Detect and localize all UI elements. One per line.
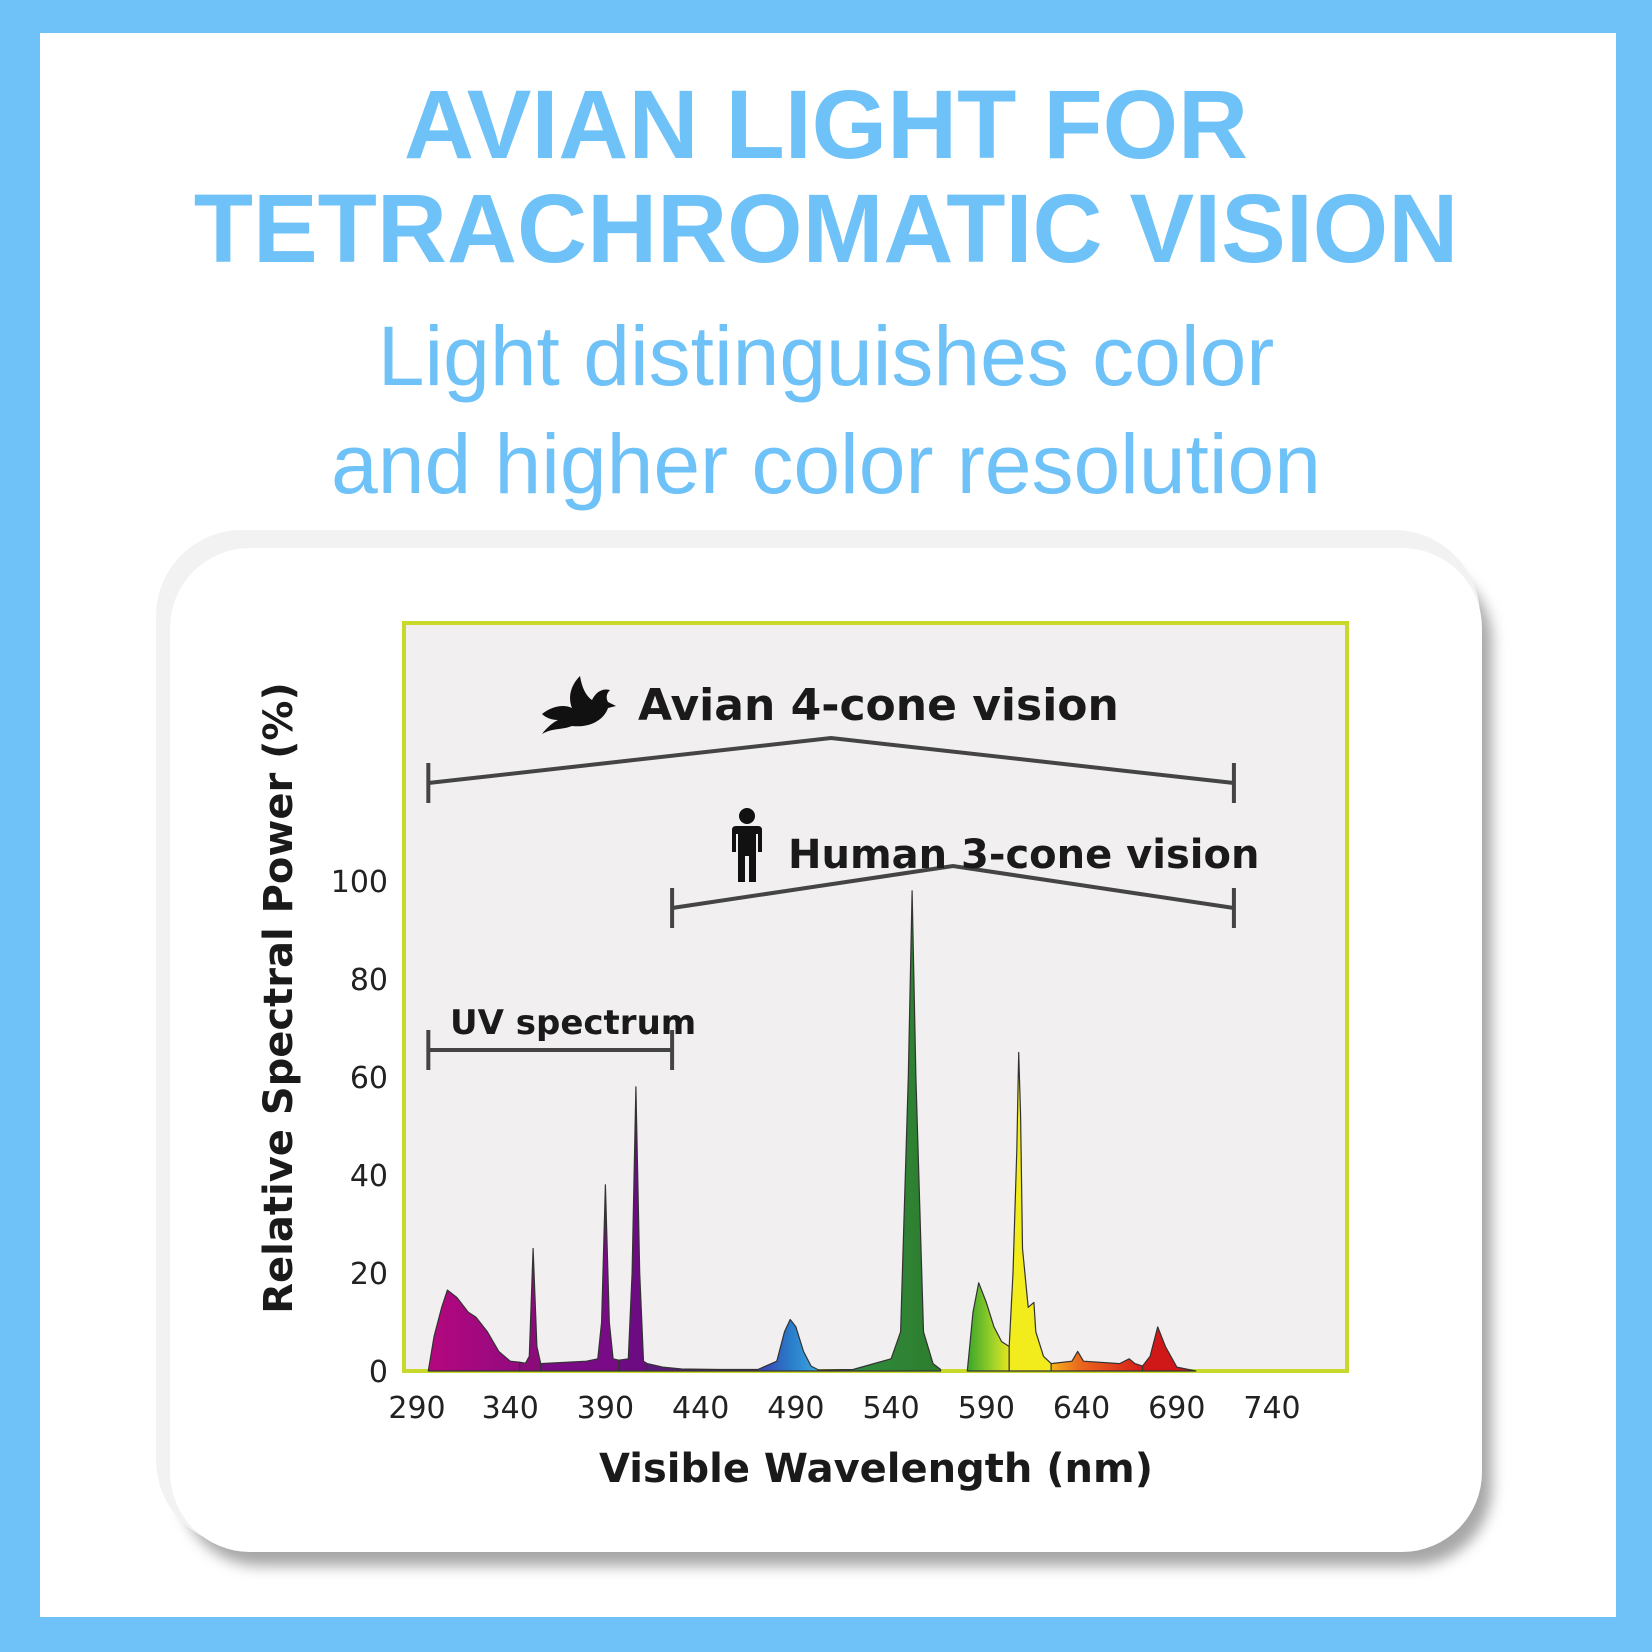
x-tick-label: 740 xyxy=(1243,1391,1300,1426)
plot-area xyxy=(402,621,1349,1373)
x-tick-label: 340 xyxy=(482,1391,539,1426)
x-tick-label: 290 xyxy=(388,1391,445,1426)
chart-card: Avian 4-cone vision Human 3-cone vision … xyxy=(170,548,1482,1552)
y-tick-label: 100 xyxy=(331,865,388,900)
spectrum-peaks xyxy=(427,890,1197,1372)
y-tick-label: 20 xyxy=(350,1257,388,1292)
y-tick-label: 80 xyxy=(350,963,388,998)
page-subtitle: Light distinguishes color and higher col… xyxy=(0,302,1652,518)
spectrum-peak-6 xyxy=(818,890,942,1372)
title-line-1: AVIAN LIGHT FOR xyxy=(403,70,1249,179)
x-tick-label: 640 xyxy=(1053,1391,1110,1426)
avian-vision-label: Avian 4-cone vision xyxy=(638,680,1119,731)
x-tick-label: 690 xyxy=(1148,1391,1205,1426)
bracket-person xyxy=(670,863,1236,928)
x-tick-label: 390 xyxy=(577,1391,634,1426)
uv-spectrum-label: UV spectrum xyxy=(450,1003,696,1043)
x-tick-label: 590 xyxy=(958,1391,1015,1426)
bracket-bird xyxy=(426,735,1236,803)
y-axis-ticks: 0 20 40 60 80 100 xyxy=(331,865,388,1390)
bracket-uv xyxy=(426,1030,675,1070)
title-line-2: TETRACHROMATIC VISION xyxy=(193,174,1459,283)
y-tick-label: 40 xyxy=(350,1159,388,1194)
spectrum-peak-10 xyxy=(1141,1326,1197,1372)
y-axis-label: Relative Spectral Power (%) xyxy=(256,682,302,1314)
human-vision-label: Human 3-cone vision xyxy=(788,832,1259,878)
y-tick-label: 60 xyxy=(350,1061,388,1096)
x-axis-label: Visible Wavelength (nm) xyxy=(599,1446,1153,1492)
x-tick-label: 440 xyxy=(672,1391,729,1426)
person-icon xyxy=(732,808,762,882)
page-title: AVIAN LIGHT FOR TETRACHROMATIC VISION xyxy=(0,73,1652,281)
subtitle-line-2: and higher color resolution xyxy=(331,417,1321,511)
subtitle-line-1: Light distinguishes color xyxy=(377,309,1275,403)
y-tick-label: 0 xyxy=(369,1355,388,1390)
spectrum-chart: Avian 4-cone vision Human 3-cone vision … xyxy=(256,621,1349,1492)
x-tick-label: 490 xyxy=(767,1391,824,1426)
range-brackets xyxy=(426,735,1236,1070)
bird-icon xyxy=(542,676,616,734)
spectrum-peak-8 xyxy=(1008,1051,1052,1372)
x-tick-label: 540 xyxy=(862,1391,919,1426)
x-axis-ticks: 290 340 390 440 490 540 590 640 690 740 xyxy=(388,1391,1300,1426)
